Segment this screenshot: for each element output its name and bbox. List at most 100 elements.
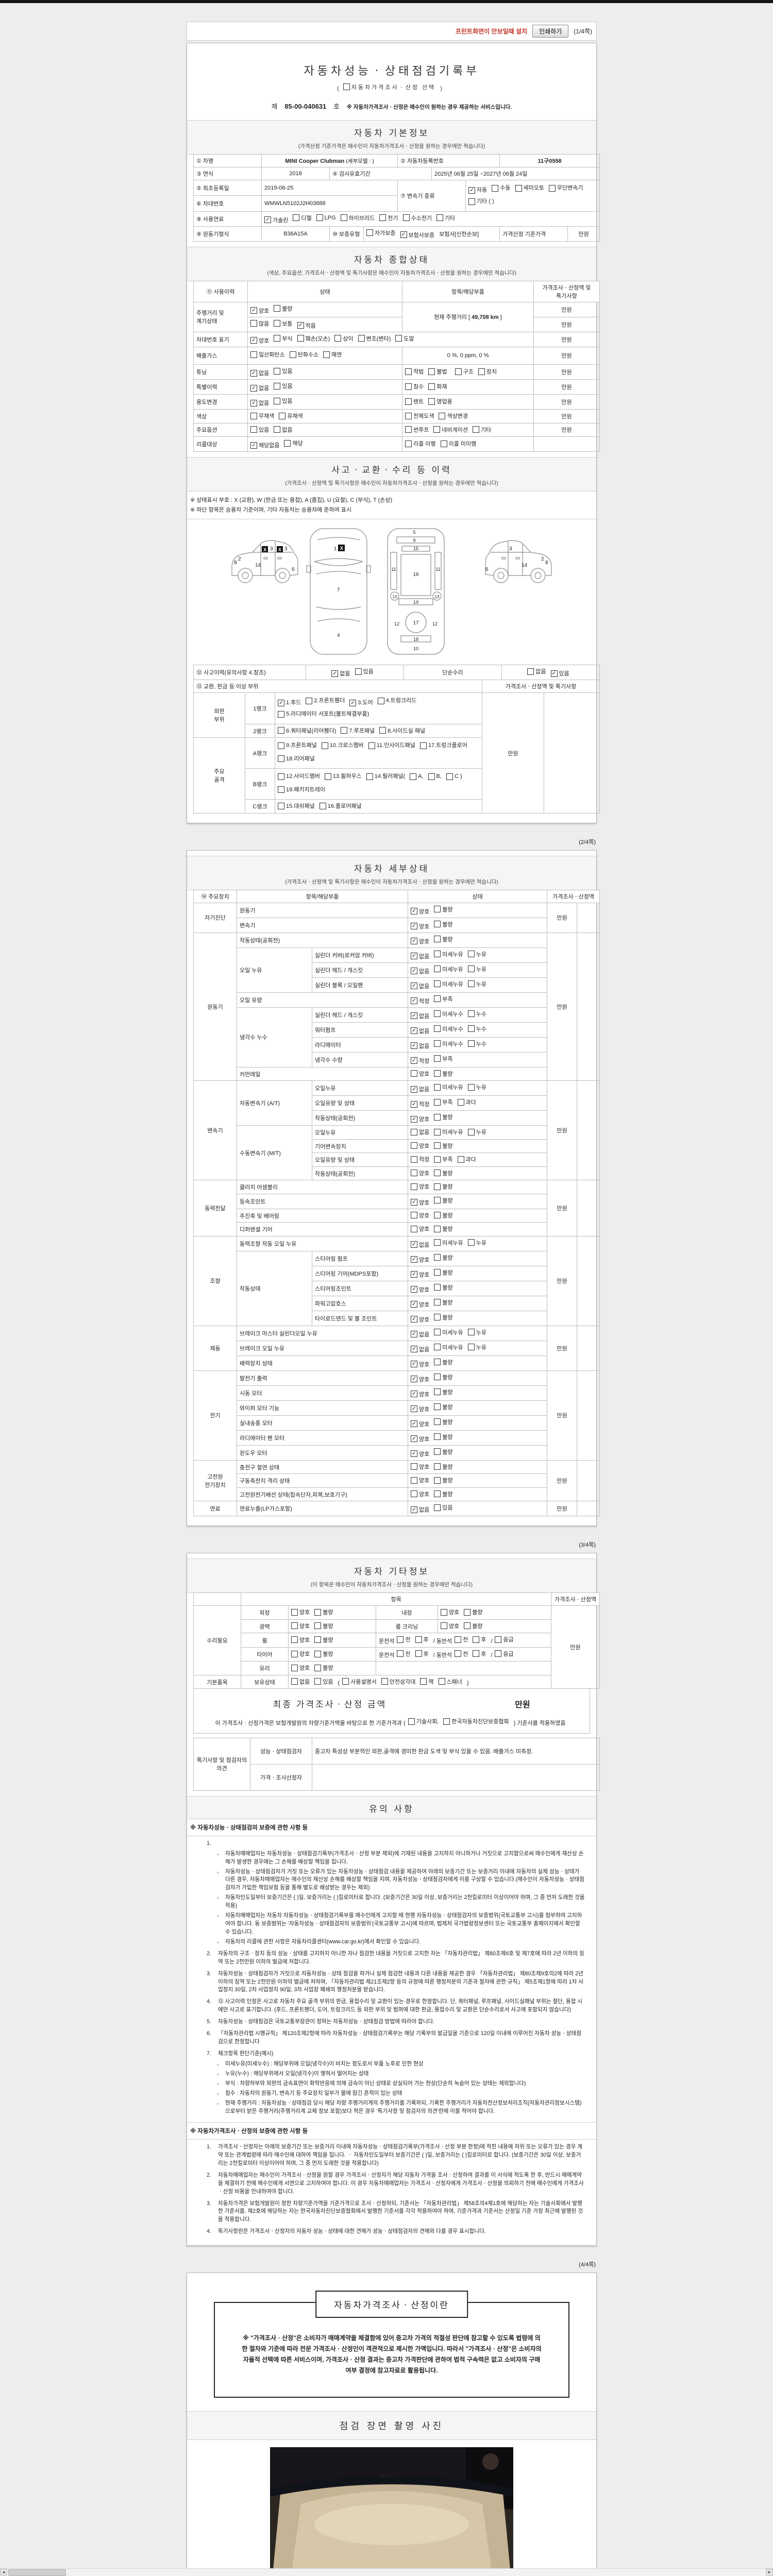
checkbox[interactable]	[405, 383, 412, 390]
checkbox[interactable]	[314, 1650, 322, 1657]
checkbox[interactable]	[434, 1463, 441, 1470]
checkbox[interactable]: ✓	[250, 337, 257, 344]
checkbox[interactable]	[278, 742, 284, 749]
checkbox[interactable]	[434, 1374, 441, 1381]
checkbox[interactable]	[291, 1664, 298, 1671]
checkbox[interactable]: ✓	[468, 187, 476, 194]
checkbox[interactable]	[411, 1142, 417, 1149]
checkbox[interactable]: ✓	[250, 384, 257, 392]
checkbox[interactable]	[495, 1650, 502, 1657]
checkbox[interactable]	[411, 1490, 417, 1498]
checkbox[interactable]: ✓	[411, 1086, 417, 1093]
checkbox[interactable]	[289, 351, 296, 358]
checkbox[interactable]	[436, 214, 443, 221]
checkbox[interactable]	[314, 1664, 322, 1671]
checkbox[interactable]	[291, 1608, 298, 1616]
checkbox[interactable]: ✓	[411, 1376, 417, 1383]
checkbox[interactable]	[284, 439, 291, 447]
checkbox[interactable]: ✓	[411, 1256, 417, 1263]
checkbox[interactable]	[467, 1128, 475, 1136]
checkbox[interactable]	[455, 1636, 462, 1643]
checkbox[interactable]	[472, 426, 479, 433]
checkbox[interactable]	[411, 1156, 417, 1163]
checkbox[interactable]: ✓	[349, 699, 357, 706]
checkbox[interactable]	[366, 229, 374, 236]
checkbox[interactable]	[291, 1678, 298, 1685]
checkbox[interactable]	[342, 1678, 349, 1685]
checkbox[interactable]	[278, 786, 284, 793]
checkbox[interactable]	[343, 83, 350, 90]
checkbox[interactable]	[314, 1608, 322, 1616]
checkbox[interactable]	[464, 1608, 471, 1616]
checkbox[interactable]	[381, 1678, 388, 1685]
checkbox[interactable]	[428, 383, 435, 390]
checkbox[interactable]	[434, 906, 441, 913]
checkbox[interactable]: ✓	[411, 1241, 417, 1248]
checkbox[interactable]	[250, 426, 257, 433]
checkbox[interactable]	[402, 214, 410, 221]
checkbox[interactable]: ✓	[411, 923, 417, 930]
checkbox[interactable]	[495, 1636, 502, 1643]
checkbox[interactable]	[468, 198, 476, 205]
checkbox[interactable]	[434, 921, 441, 928]
checkbox[interactable]: ✓	[411, 1346, 417, 1353]
checkbox[interactable]	[515, 184, 522, 192]
checkbox[interactable]	[434, 936, 441, 943]
checkbox[interactable]	[478, 368, 485, 375]
checkbox[interactable]: ✓	[411, 908, 417, 915]
checkbox[interactable]	[410, 773, 417, 780]
checkbox[interactable]	[434, 1183, 441, 1190]
checkbox[interactable]	[274, 426, 281, 433]
checkbox[interactable]	[279, 412, 286, 419]
checkbox[interactable]	[434, 1156, 441, 1163]
checkbox[interactable]	[467, 1344, 475, 1351]
checkbox[interactable]	[250, 351, 257, 358]
checkbox[interactable]	[467, 980, 475, 988]
checkbox[interactable]	[527, 668, 534, 675]
checkbox[interactable]: ✓	[411, 1420, 417, 1428]
checkbox[interactable]	[434, 1212, 441, 1219]
checkbox[interactable]	[274, 367, 281, 375]
checkbox[interactable]	[434, 1314, 441, 1321]
checkbox[interactable]	[314, 1678, 322, 1685]
checkbox[interactable]	[467, 1329, 475, 1336]
checkbox[interactable]: ✓	[297, 322, 304, 329]
checkbox[interactable]	[467, 1239, 475, 1246]
checkbox[interactable]: ✓	[411, 1316, 417, 1323]
checkbox[interactable]	[411, 1128, 417, 1136]
checkbox[interactable]	[434, 1269, 441, 1276]
checkbox[interactable]	[457, 1156, 464, 1163]
checkbox[interactable]: ✓	[411, 1199, 417, 1206]
checkbox[interactable]	[434, 1299, 441, 1306]
checkbox[interactable]	[434, 1388, 441, 1396]
checkbox[interactable]: ✓	[411, 1301, 417, 1308]
checkbox[interactable]	[434, 1254, 441, 1261]
checkbox[interactable]	[467, 951, 475, 958]
checkbox[interactable]	[420, 1678, 427, 1685]
checkbox[interactable]	[314, 1622, 322, 1630]
checkbox[interactable]	[434, 965, 441, 973]
checkbox[interactable]	[434, 1098, 441, 1106]
checkbox[interactable]	[434, 1225, 441, 1232]
checkbox[interactable]	[457, 1098, 464, 1106]
checkbox[interactable]	[434, 1284, 441, 1291]
checkbox[interactable]: ✓	[331, 670, 339, 677]
checkbox[interactable]	[411, 1070, 417, 1077]
checkbox[interactable]	[411, 1212, 417, 1219]
checkbox[interactable]	[274, 305, 281, 312]
checkbox[interactable]: ✓	[411, 1012, 417, 1020]
checkbox[interactable]	[434, 1490, 441, 1498]
checkbox[interactable]	[473, 1636, 480, 1643]
checkbox[interactable]	[274, 335, 281, 342]
checkbox[interactable]: ✓	[411, 1331, 417, 1338]
checkbox[interactable]: ✓	[411, 1286, 417, 1293]
checkbox[interactable]	[443, 1718, 450, 1725]
checkbox[interactable]: ✓	[411, 1506, 417, 1513]
checkbox[interactable]: ✓	[411, 938, 417, 945]
checkbox[interactable]	[291, 1650, 298, 1657]
checkbox[interactable]: ✓	[411, 1391, 417, 1398]
checkbox[interactable]	[340, 214, 347, 221]
checkbox[interactable]: ✓	[411, 1042, 417, 1049]
checkbox[interactable]	[434, 980, 441, 988]
checkbox[interactable]	[293, 214, 300, 221]
